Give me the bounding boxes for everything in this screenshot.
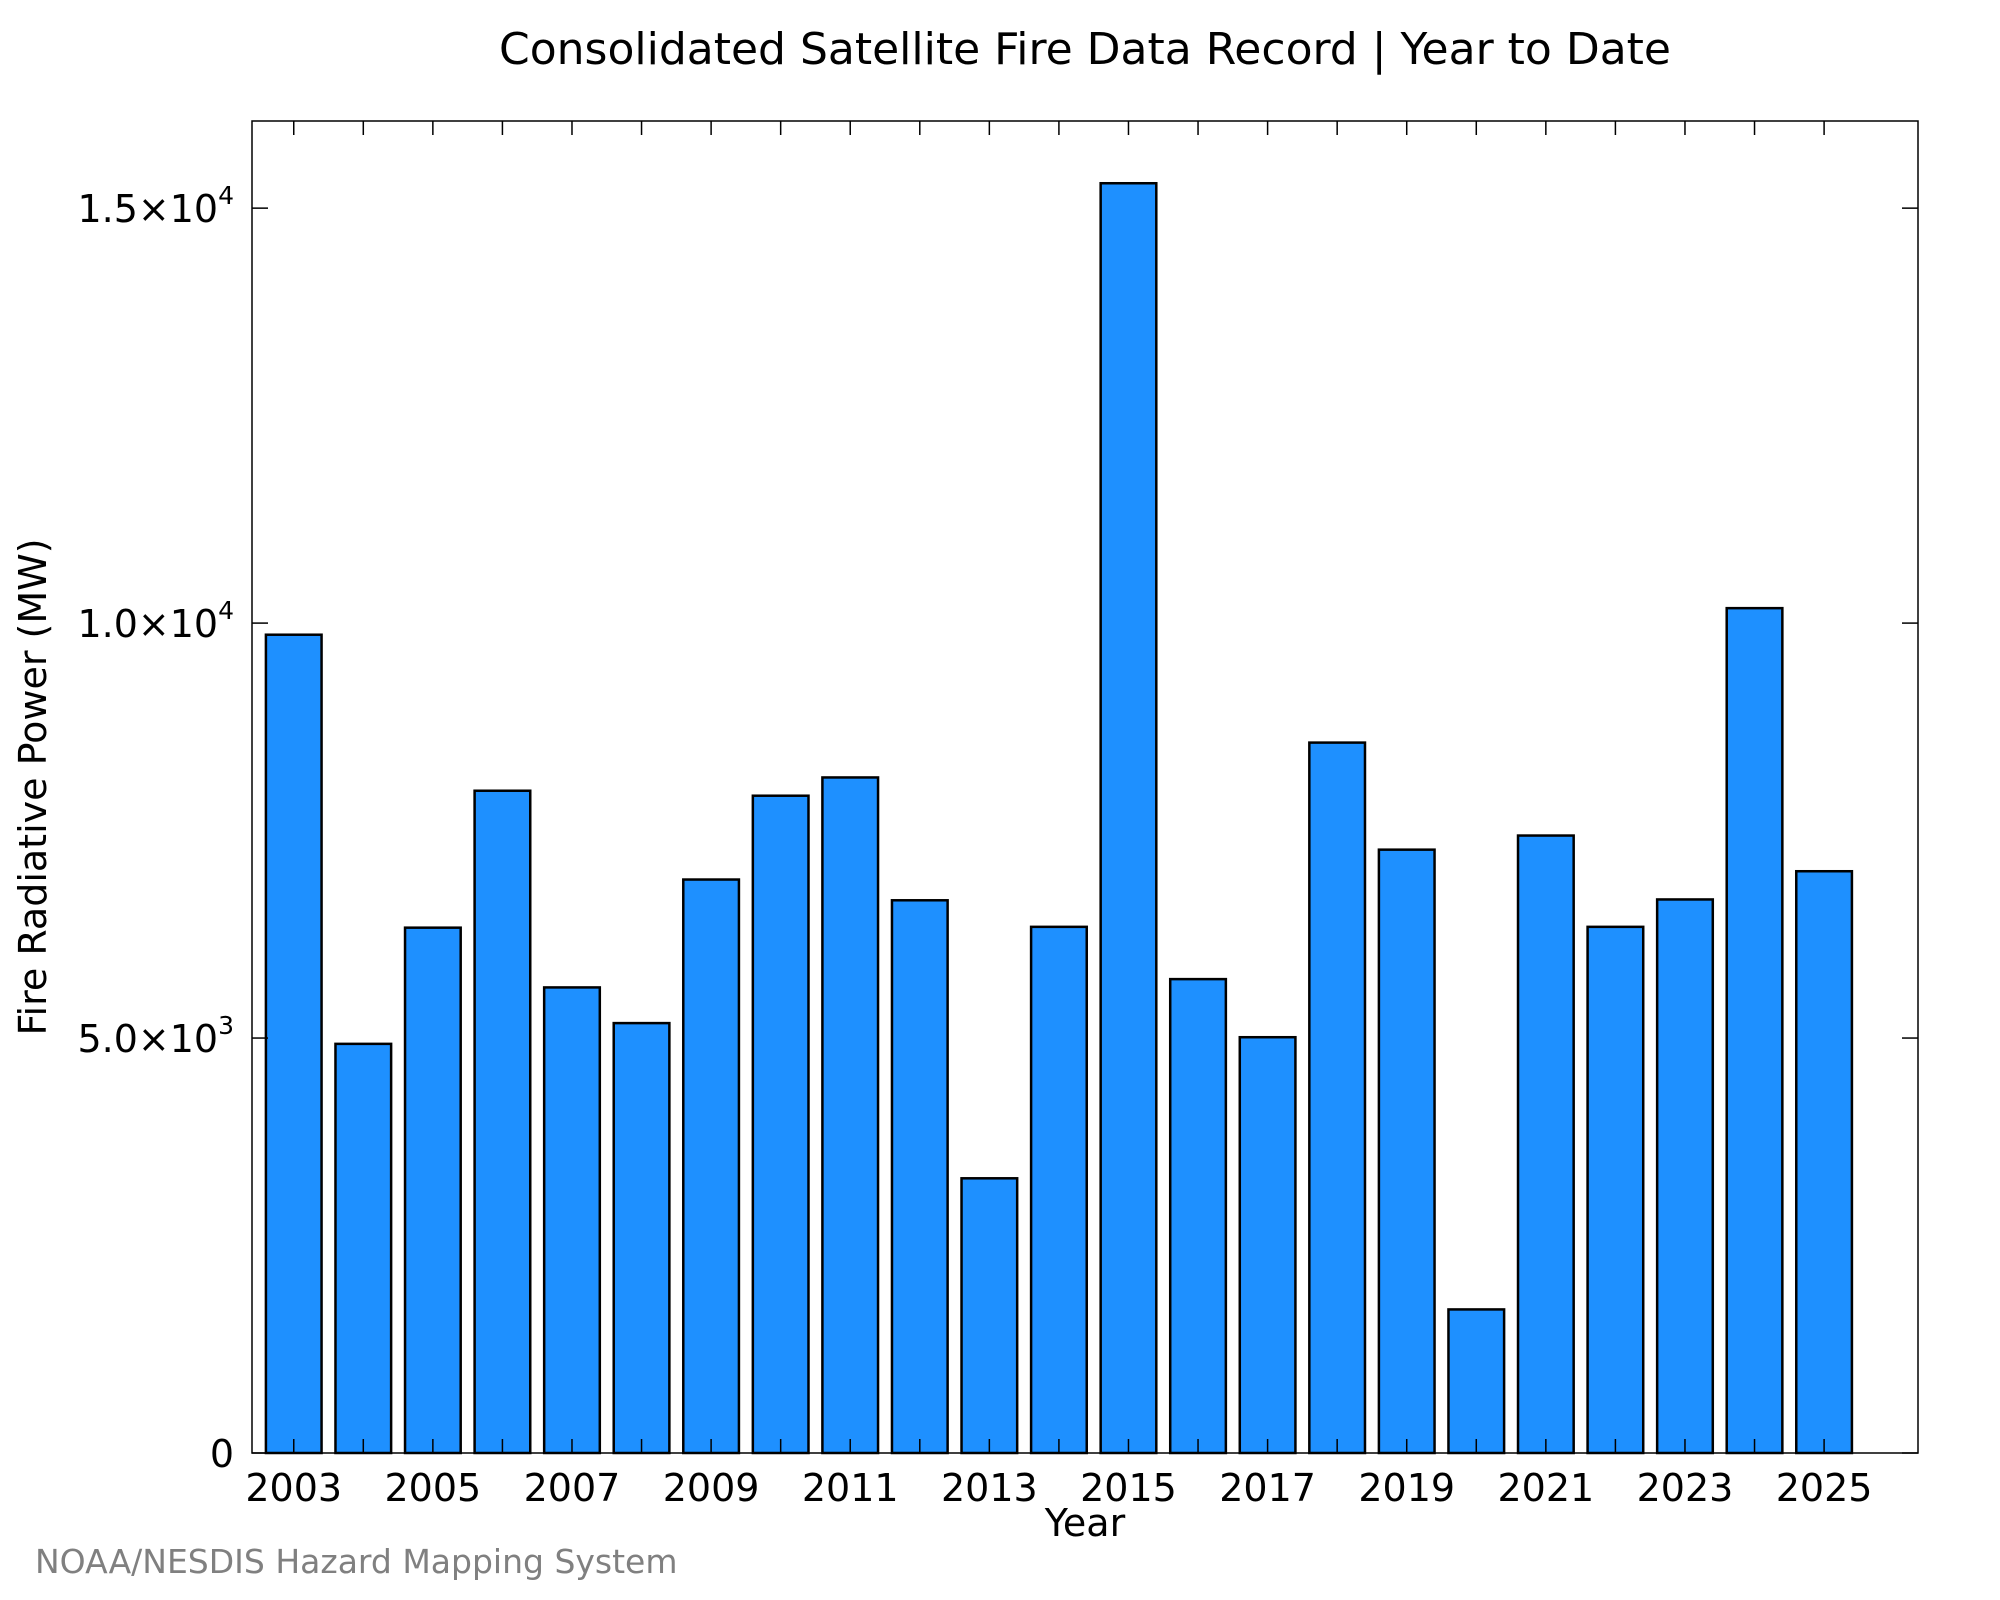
x-tick-label-2003: 2003 [245, 1466, 342, 1510]
bar-2022 [1586, 925, 1645, 1455]
bar-2019 [1377, 848, 1436, 1455]
x-tick-label-2011: 2011 [802, 1466, 899, 1510]
x-tick-label-2021: 2021 [1497, 1466, 1594, 1510]
bar-2017 [1238, 1035, 1297, 1455]
x-tick-label-2009: 2009 [663, 1466, 760, 1510]
y-axis-label: Fire Radiative Power (MW) [11, 538, 55, 1035]
x-tick-label-2025: 2025 [1776, 1466, 1873, 1510]
plot-frame [251, 120, 1919, 1454]
bar-2010 [751, 794, 810, 1455]
bar-2021 [1516, 834, 1575, 1455]
bar-2016 [1168, 977, 1228, 1455]
y-tick-label-15000: 1.5×104 [77, 181, 234, 231]
bar-2008 [612, 1021, 671, 1455]
bar-2004 [334, 1042, 393, 1455]
bar-2006 [473, 789, 532, 1455]
source-credit: NOAA/NESDIS Hazard Mapping System [35, 1542, 678, 1581]
bar-2012 [890, 899, 949, 1455]
x-tick-label-2007: 2007 [524, 1466, 621, 1510]
y-tick-label-5000: 5.0×103 [77, 1011, 234, 1061]
bar-2013 [960, 1177, 1019, 1455]
bar-2014 [1029, 925, 1088, 1455]
bar-2020 [1447, 1308, 1506, 1455]
bar-2015 [1099, 181, 1158, 1455]
x-tick-label-2023: 2023 [1637, 1466, 1734, 1510]
chart-title: Consolidated Satellite Fire Data Record … [499, 24, 1671, 75]
x-tick-label-2019: 2019 [1358, 1466, 1455, 1510]
x-axis-label: Year [1044, 1501, 1126, 1545]
bar-2025 [1795, 869, 1854, 1455]
bar-2018 [1308, 741, 1367, 1455]
bar-2003 [264, 633, 323, 1455]
x-tick-label-2013: 2013 [941, 1466, 1038, 1510]
x-tick-label-2015: 2015 [1080, 1466, 1177, 1510]
bar-2023 [1655, 898, 1715, 1455]
y-tick-label-0: 0 [210, 1432, 234, 1476]
bar-2024 [1725, 606, 1784, 1455]
bar-2011 [821, 776, 880, 1455]
bar-2007 [542, 986, 602, 1455]
bar-2009 [682, 878, 741, 1455]
x-tick-label-2005: 2005 [385, 1466, 482, 1510]
bar-2005 [403, 926, 462, 1455]
bars-group [264, 181, 1854, 1455]
x-tick-label-2017: 2017 [1219, 1466, 1316, 1510]
ticks-group: 2003 2005 2007 2009 2011 2013 2015 2017 2019 2021… [77, 121, 1918, 1510]
y-tick-label-10000: 1.0×104 [77, 596, 234, 646]
